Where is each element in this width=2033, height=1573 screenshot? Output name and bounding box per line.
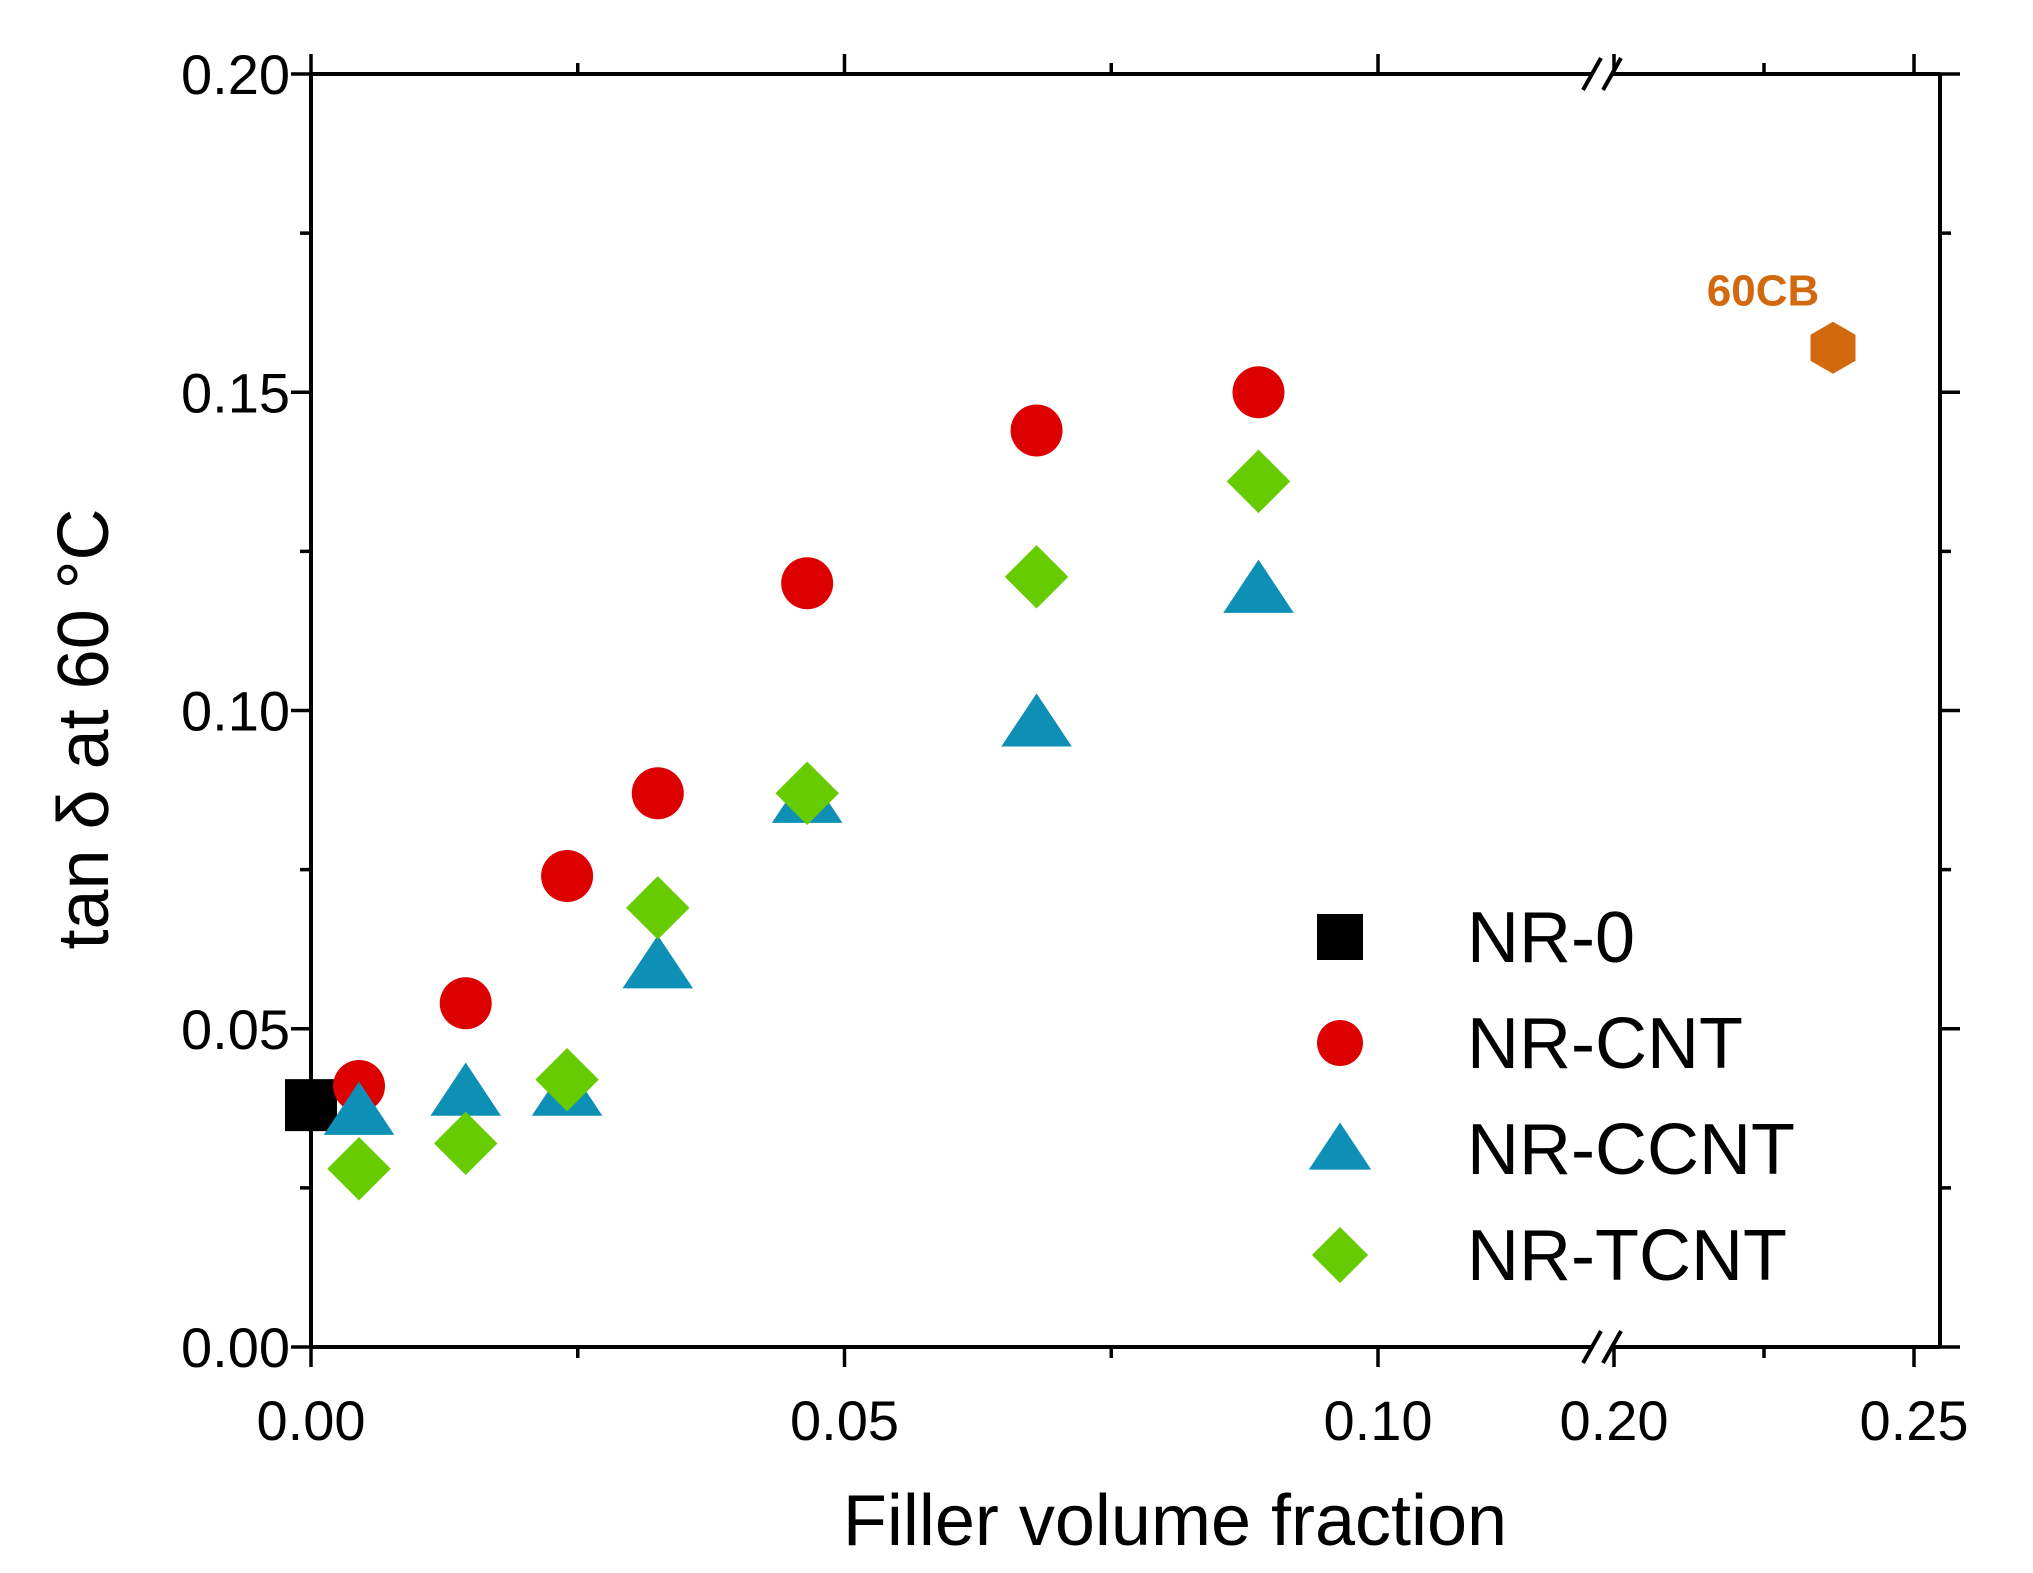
legend-label-nr-0: NR-0 xyxy=(1467,898,1635,978)
data-point-nr-tcnt xyxy=(1226,449,1291,514)
x-tick-label: 0.00 xyxy=(257,1389,366,1452)
x-tick-label: 0.10 xyxy=(1324,1389,1433,1452)
data-point-nr-cnt xyxy=(781,557,834,610)
y-tick-label: 0.20 xyxy=(181,43,290,106)
axis-break-marks xyxy=(1581,57,1623,1364)
data-point-nr-tcnt xyxy=(327,1137,391,1201)
legend-marker-nr-tcnt xyxy=(1311,1226,1369,1284)
data-point-nr-ccnt xyxy=(1223,559,1294,613)
y-tick-labels: 0.00 0.05 0.10 0.15 0.20 xyxy=(181,43,290,1379)
data-point-60cb xyxy=(1810,321,1856,374)
y-tick-label: 0.00 xyxy=(181,1316,290,1379)
y-tick-label: 0.10 xyxy=(181,680,290,743)
axis-break-mark xyxy=(1581,57,1603,91)
x-tick-label: 0.25 xyxy=(1860,1389,1969,1452)
data-point-nr-cnt xyxy=(541,849,594,902)
data-points xyxy=(285,321,1856,1201)
data-point-nr-ccnt xyxy=(430,1062,501,1116)
legend-marker-nr-0 xyxy=(1317,914,1363,960)
data-point-nr-ccnt xyxy=(622,935,694,989)
data-point-nr-cnt xyxy=(631,767,684,820)
y-tick-label: 0.15 xyxy=(181,361,290,424)
annotation-label: 60CB xyxy=(1707,267,1820,316)
data-point-nr-tcnt xyxy=(535,1047,599,1112)
x-tick-label: 0.05 xyxy=(790,1389,899,1452)
legend-label-nr-ccnt: NR-CCNT xyxy=(1467,1110,1795,1190)
data-point-nr-cnt xyxy=(439,977,492,1030)
data-point-nr-tcnt xyxy=(775,761,839,825)
annotations: 60CB xyxy=(1707,267,1820,316)
axis-break-mark xyxy=(1601,1330,1623,1364)
legend-marker-nr-ccnt xyxy=(1308,1122,1372,1170)
y-axis-label: tan δ at 60 °C xyxy=(44,508,124,949)
plot-frame xyxy=(309,72,1942,1349)
legend-marker-nr-cnt xyxy=(1317,1020,1363,1066)
axis-ticks xyxy=(291,54,1960,1367)
data-point-nr-cnt xyxy=(1232,366,1285,419)
axis-break-mark xyxy=(1601,57,1623,91)
data-point-nr-ccnt xyxy=(1001,693,1072,747)
data-point-nr-tcnt xyxy=(1004,545,1069,609)
y-tick-label: 0.05 xyxy=(181,998,290,1061)
legend-label-nr-tcnt: NR-TCNT xyxy=(1467,1216,1787,1296)
legend: NR-0 NR-CNT NR-CCNT NR-TCNT xyxy=(1308,898,1795,1296)
data-point-nr-0 xyxy=(285,1079,337,1132)
data-point-nr-ccnt xyxy=(323,1081,395,1135)
x-tick-label: 0.20 xyxy=(1560,1389,1669,1452)
legend-label-nr-cnt: NR-CNT xyxy=(1467,1004,1743,1084)
x-axis-label: Filler volume fraction xyxy=(843,1481,1507,1561)
data-point-nr-tcnt xyxy=(626,876,690,940)
axis-break-mark xyxy=(1581,1330,1603,1364)
data-point-nr-cnt xyxy=(1010,404,1063,457)
data-point-nr-tcnt xyxy=(433,1111,498,1176)
x-tick-labels: 0.00 0.05 0.10 0.20 0.25 xyxy=(257,1389,1969,1452)
